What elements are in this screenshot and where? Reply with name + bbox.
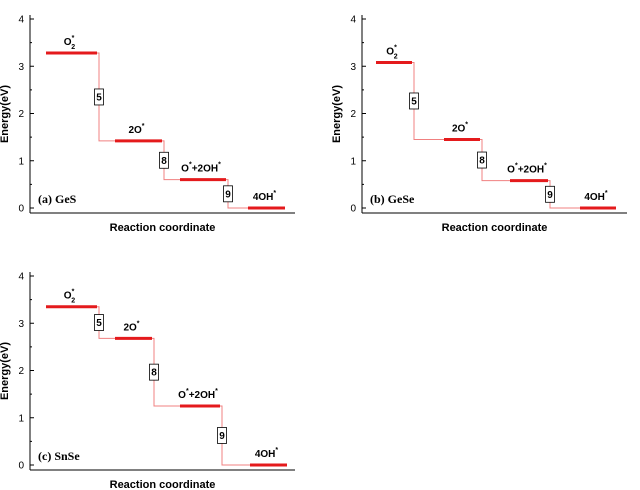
step-box bbox=[223, 185, 233, 203]
step-box bbox=[409, 92, 419, 110]
step-box bbox=[159, 151, 169, 169]
y-tick-label: 1 bbox=[350, 156, 356, 167]
step-label: 8 bbox=[151, 368, 157, 379]
y-axis-label: Energy(eV) bbox=[0, 85, 11, 143]
step-label: 5 bbox=[96, 318, 102, 329]
state-label: O*+2OH* bbox=[507, 163, 547, 176]
state-label: O* 2 bbox=[64, 35, 76, 51]
state-label: 2O* bbox=[128, 123, 144, 136]
step-label: 8 bbox=[479, 156, 485, 167]
x-axis-label: Reaction coordinate bbox=[442, 222, 548, 234]
state-label: O*+2OH* bbox=[181, 162, 221, 175]
step-box bbox=[217, 427, 227, 444]
y-tick-label: 3 bbox=[350, 62, 356, 73]
y-tick-label: 1 bbox=[18, 413, 24, 424]
step-label: 5 bbox=[411, 96, 417, 107]
step-label: 5 bbox=[96, 92, 102, 103]
y-tick-label: 4 bbox=[18, 15, 24, 26]
energy-panel-2: 0 1 2 3 4 Energy(eV) Reaction coordinate (b) Ge… bbox=[331, 15, 627, 234]
x-axis-label: Reaction coordinate bbox=[110, 479, 216, 490]
panel-label: (b) GeSe bbox=[370, 192, 415, 206]
energy-panel-3: 0 1 2 3 4 Energy(eV) Reaction coordinate (c) Sn… bbox=[0, 272, 295, 490]
step-label: 8 bbox=[161, 156, 167, 167]
state-label: O* 2 bbox=[64, 289, 76, 305]
state-label: 4OH* bbox=[253, 190, 277, 203]
state-label: 4OH* bbox=[255, 447, 279, 460]
y-tick-label: 4 bbox=[18, 272, 24, 283]
y-tick-label: 0 bbox=[18, 204, 24, 215]
step-label: 9 bbox=[219, 431, 225, 442]
energy-panel-1: 0 1 2 3 4 Energy(eV) Reaction coordinate (a) Ge… bbox=[0, 15, 295, 234]
state-label: 2O* bbox=[452, 121, 468, 134]
y-tick-label: 2 bbox=[350, 109, 356, 120]
x-axis-label: Reaction coordinate bbox=[110, 222, 216, 234]
panel-label: (a) GeS bbox=[38, 192, 77, 206]
y-tick-label: 3 bbox=[18, 62, 24, 73]
state-label: 4OH* bbox=[584, 190, 608, 203]
y-axis-label: Energy(eV) bbox=[0, 342, 11, 400]
state-label: O* 2 bbox=[386, 44, 398, 60]
y-axis-label: Energy(eV) bbox=[331, 85, 343, 143]
y-tick-label: 3 bbox=[18, 319, 24, 330]
step-label: 9 bbox=[225, 189, 231, 200]
step-box bbox=[94, 314, 104, 331]
state-label: O*+2OH* bbox=[178, 388, 218, 401]
y-tick-label: 2 bbox=[18, 109, 24, 120]
y-tick-label: 1 bbox=[18, 156, 24, 167]
y-tick-label: 4 bbox=[350, 15, 356, 26]
step-box bbox=[477, 151, 487, 169]
y-tick-label: 0 bbox=[350, 204, 356, 215]
step-box bbox=[94, 88, 104, 106]
step-box bbox=[149, 363, 159, 381]
step-label: 9 bbox=[547, 190, 553, 201]
panel-label: (c) SnSe bbox=[38, 449, 80, 463]
y-tick-label: 2 bbox=[18, 366, 24, 377]
step-box bbox=[545, 185, 555, 203]
state-label: 2O* bbox=[123, 320, 139, 333]
y-tick-label: 0 bbox=[18, 461, 24, 472]
